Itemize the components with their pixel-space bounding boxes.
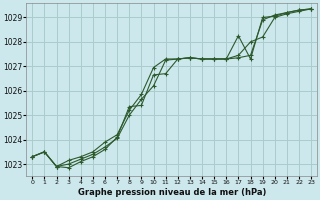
X-axis label: Graphe pression niveau de la mer (hPa): Graphe pression niveau de la mer (hPa) [77,188,266,197]
